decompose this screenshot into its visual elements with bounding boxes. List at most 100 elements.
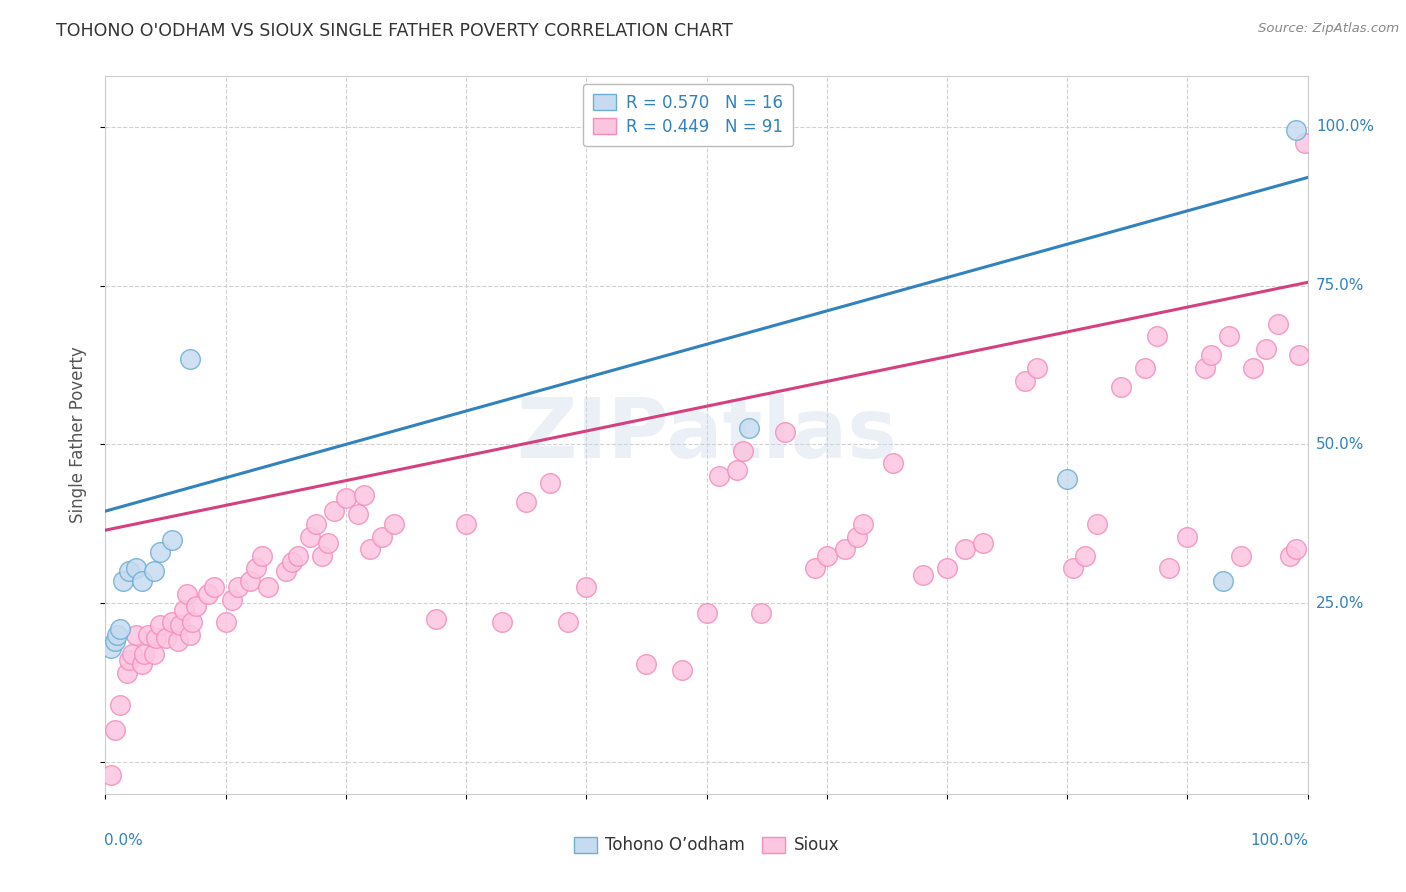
Point [1026,361,1049,376]
Point [100,640,122,655]
Point [911,567,934,582]
Point [671,663,693,677]
Point [731,443,754,458]
Point [142,565,165,579]
Point [181,615,204,630]
Point [845,529,868,543]
Point [245,561,267,575]
Point [250,549,273,563]
Point [115,666,138,681]
Point [166,634,188,648]
Point [169,618,191,632]
Point [1194,361,1216,376]
Point [148,545,170,559]
Point [322,504,344,518]
Point [202,580,225,594]
Point [131,574,153,588]
Text: 100.0%: 100.0% [1251,833,1309,848]
Point [160,533,183,547]
Point [179,351,201,366]
Point [305,516,328,531]
Point [335,491,357,506]
Point [226,580,249,594]
Point [725,463,748,477]
Point [173,602,195,616]
Point [104,723,127,738]
Point [274,565,297,579]
Point [1085,516,1108,531]
Point [1278,549,1301,563]
Point [221,593,243,607]
Point [100,768,122,782]
Point [749,606,772,620]
Point [179,628,201,642]
Point [104,634,127,648]
Point [1284,123,1306,137]
Point [359,542,381,557]
Point [1159,561,1181,575]
Point [132,647,155,661]
Point [239,574,262,588]
Point [118,653,141,667]
Point [737,421,759,435]
Point [1014,374,1036,388]
Point [491,615,513,630]
Point [142,647,165,661]
Point [707,469,730,483]
Text: 100.0%: 100.0% [1316,120,1374,134]
Point [1146,329,1168,343]
Point [1175,529,1198,543]
Point [148,618,170,632]
Point [1109,380,1132,394]
Point [1294,136,1316,150]
Point [155,631,177,645]
Point [454,516,477,531]
Point [1254,342,1277,356]
Point [353,488,375,502]
Text: Source: ZipAtlas.com: Source: ZipAtlas.com [1258,22,1399,36]
Point [1135,361,1157,376]
Text: 75.0%: 75.0% [1316,278,1364,293]
Point [1074,549,1097,563]
Point [382,516,405,531]
Point [1284,542,1306,557]
Point [834,542,856,557]
Point [118,565,141,579]
Point [852,516,875,531]
Text: TOHONO O'ODHAM VS SIOUX SINGLE FATHER POVERTY CORRELATION CHART: TOHONO O'ODHAM VS SIOUX SINGLE FATHER PO… [56,22,733,40]
Point [1062,561,1084,575]
Point [108,698,131,712]
Point [575,580,598,594]
Point [214,615,236,630]
Point [145,631,167,645]
Point [124,628,146,642]
Text: 0.0%: 0.0% [104,833,143,848]
Legend: Tohono O’odham, Sioux: Tohono O’odham, Sioux [567,830,846,861]
Y-axis label: Single Father Poverty: Single Father Poverty [69,346,87,524]
Point [287,549,309,563]
Point [1201,348,1223,362]
Point [112,574,135,588]
Point [281,555,304,569]
Point [108,622,131,636]
Point [298,529,321,543]
Point [773,425,796,439]
Point [107,628,129,642]
Point [176,587,198,601]
Point [515,494,537,508]
Point [160,615,183,630]
Point [815,549,838,563]
Point [1243,361,1265,376]
Point [1218,329,1240,343]
Point [803,561,825,575]
Text: ZIPatlas: ZIPatlas [516,394,897,475]
Point [121,647,143,661]
Point [1288,348,1310,362]
Point [425,612,447,626]
Text: 50.0%: 50.0% [1316,437,1364,452]
Point [1267,317,1289,331]
Point [311,549,333,563]
Point [256,580,278,594]
Point [1230,549,1253,563]
Point [184,599,207,614]
